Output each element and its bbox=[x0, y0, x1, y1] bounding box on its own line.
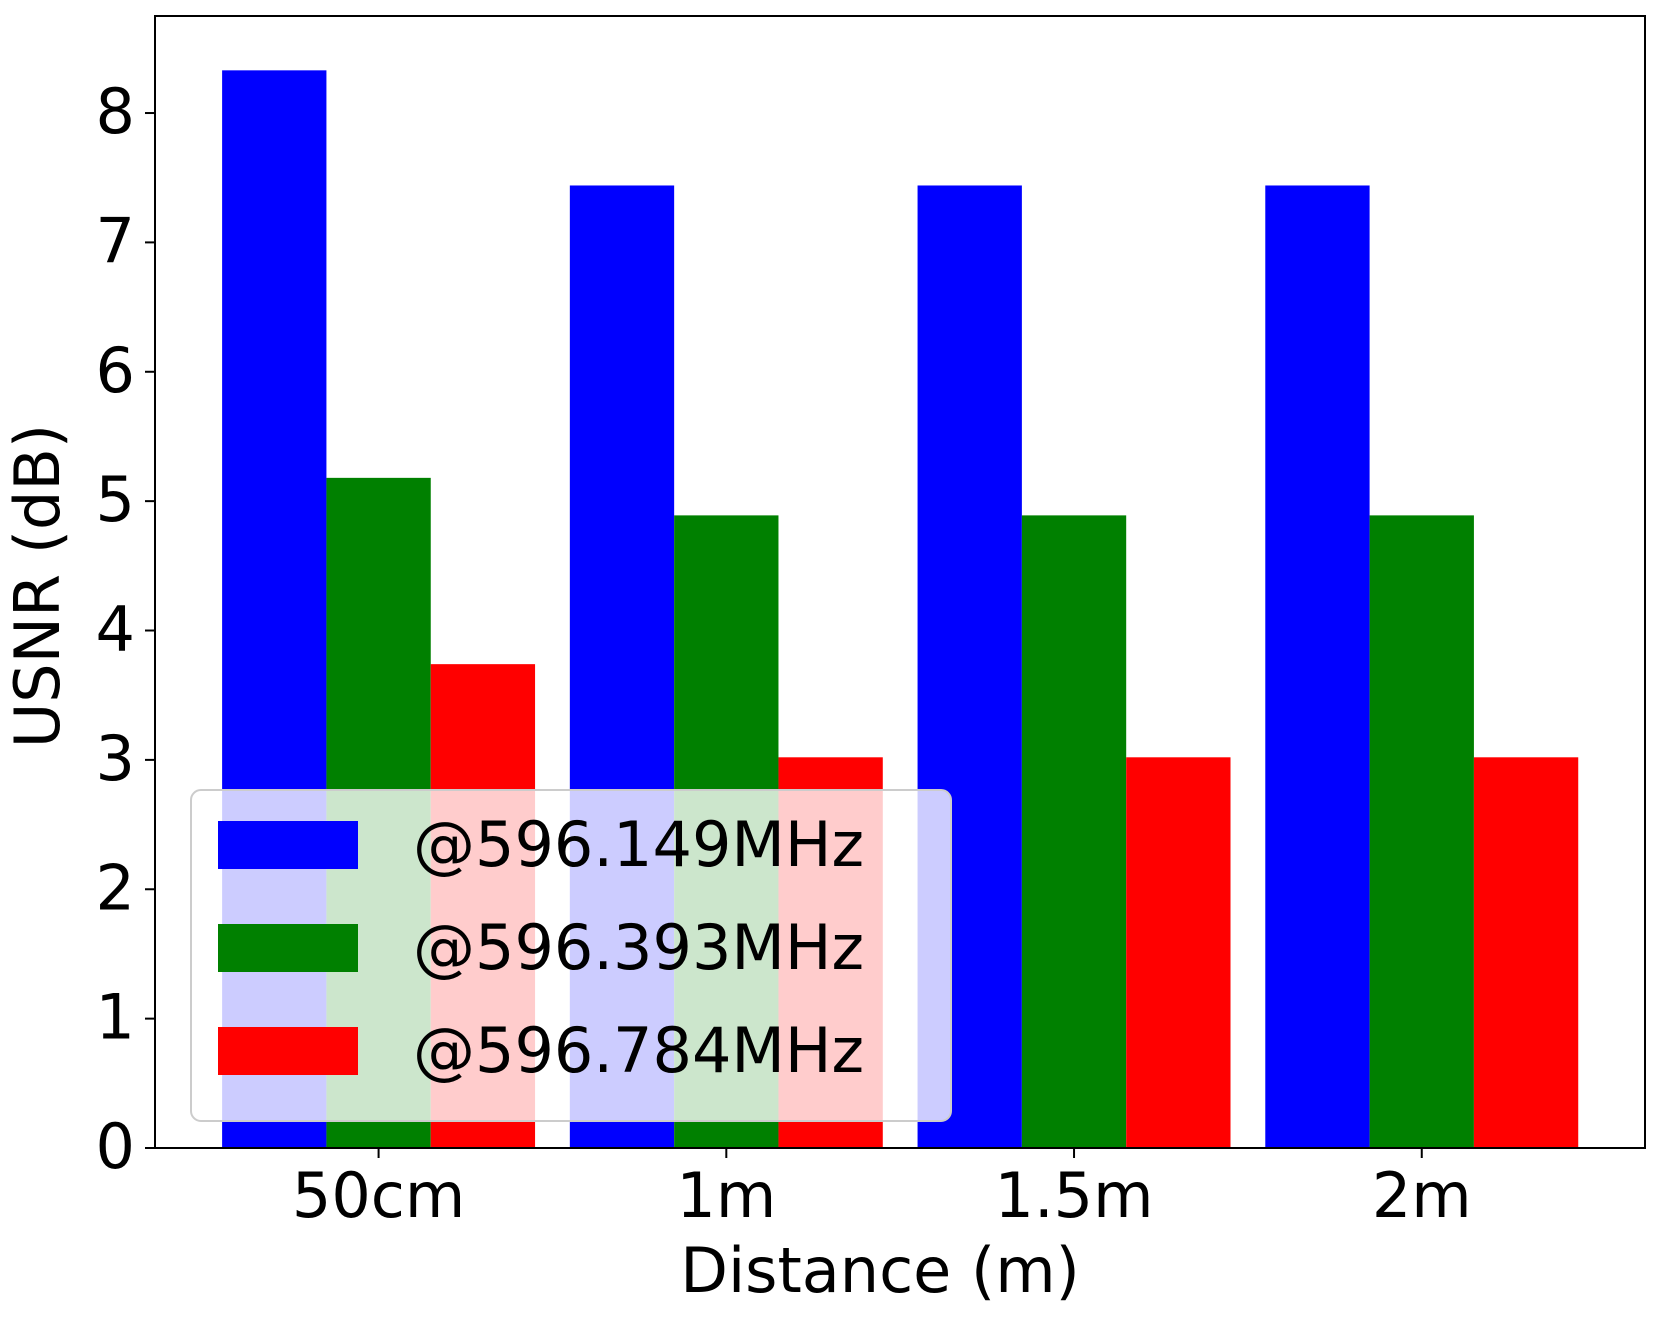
x-tick-label: 50cm bbox=[292, 1159, 465, 1232]
bar bbox=[1126, 757, 1231, 1148]
bar bbox=[1473, 757, 1579, 1148]
bar bbox=[1265, 185, 1370, 1149]
x-tick-label: 1m bbox=[676, 1159, 776, 1232]
y-tick-label: 0 bbox=[96, 1110, 135, 1183]
y-tick-label: 8 bbox=[96, 75, 135, 148]
x-axis-label: Distance (m) bbox=[680, 1234, 1080, 1307]
legend-swatch bbox=[218, 924, 358, 972]
legend: @596.149MHz @596.393MHz @596.784MHz bbox=[190, 789, 952, 1122]
legend-swatch bbox=[218, 821, 358, 869]
x-tick-label: 2m bbox=[1372, 1159, 1472, 1232]
y-tick-label: 5 bbox=[96, 463, 135, 536]
y-tick-label: 6 bbox=[96, 334, 135, 407]
y-tick-label: 1 bbox=[96, 981, 135, 1054]
legend-label: @596.149MHz bbox=[413, 808, 864, 881]
legend-label: @596.393MHz bbox=[413, 911, 864, 984]
bar bbox=[1369, 515, 1474, 1148]
legend-label: @596.784MHz bbox=[413, 1014, 864, 1087]
plot-frame bbox=[154, 15, 1646, 1149]
y-tick-label: 3 bbox=[96, 722, 135, 795]
legend-box bbox=[190, 789, 952, 1122]
y-tick-label: 2 bbox=[96, 851, 135, 924]
y-tick-label: 7 bbox=[96, 204, 135, 277]
bar bbox=[1021, 515, 1127, 1148]
y-tick-label: 4 bbox=[96, 593, 135, 666]
legend-swatch bbox=[218, 1027, 358, 1075]
y-axis-label: USNR (dB) bbox=[1, 424, 74, 748]
x-tick-label: 1.5m bbox=[995, 1159, 1154, 1232]
